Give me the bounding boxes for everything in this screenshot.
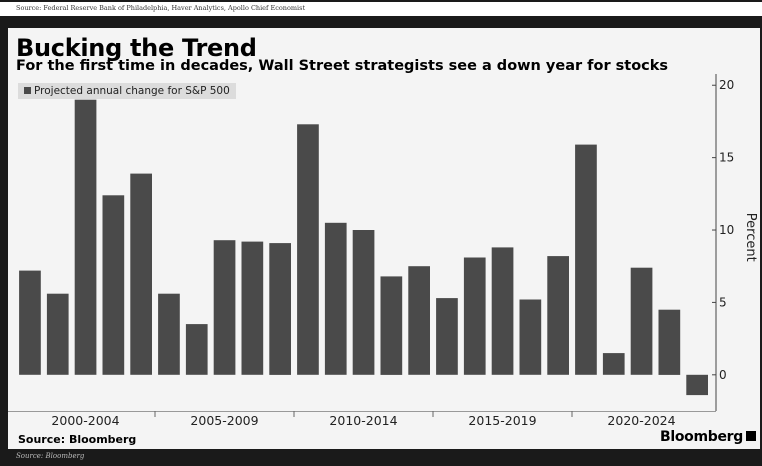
chart-title: Bucking the Trend xyxy=(16,34,257,62)
brand-name: Bloomberg xyxy=(659,429,743,445)
bar-2021 xyxy=(602,353,625,375)
x-group-label-2: 2010-2014 xyxy=(329,413,397,428)
bar-2015 xyxy=(436,298,458,375)
bar-2013 xyxy=(380,276,403,375)
x-group-label-0: 2000-2004 xyxy=(51,413,119,428)
y-axis-title: Percent xyxy=(743,213,758,262)
y-tick-label-10: 10 xyxy=(719,223,734,237)
top-source-note: Source: Federal Reserve Bank of Philadel… xyxy=(0,2,762,16)
bar-2017 xyxy=(491,247,514,375)
bar-2012 xyxy=(352,230,375,375)
bar-2022 xyxy=(630,267,653,375)
bar-2000 xyxy=(19,270,41,375)
bar-2018 xyxy=(519,299,542,375)
y-tick-label-20: 20 xyxy=(719,78,734,92)
bar-2002 xyxy=(74,99,97,375)
chart-panel: Bucking the Trend For the first time in … xyxy=(8,28,760,449)
bar-2003 xyxy=(102,195,125,375)
footer-source: Source: Bloomberg xyxy=(18,433,137,446)
bar-2009 xyxy=(269,243,291,375)
y-tick-label-5: 5 xyxy=(719,295,727,309)
bar-2005 xyxy=(158,293,180,375)
bar-2008 xyxy=(241,241,264,375)
x-group-label-4: 2020-2024 xyxy=(607,413,675,428)
bar-2014 xyxy=(408,266,430,375)
legend-swatch xyxy=(24,86,31,94)
bar-2016 xyxy=(463,257,486,375)
x-group-label-1: 2005-2009 xyxy=(190,413,258,428)
bar-2023 xyxy=(658,309,681,375)
bar-2004 xyxy=(130,173,152,375)
bar-2019 xyxy=(547,256,569,375)
bar-2001 xyxy=(46,293,69,375)
chart-legend: Projected annual change for S&P 500 xyxy=(18,83,236,99)
chart-subtitle: For the first time in decades, Wall Stre… xyxy=(16,58,669,74)
bar-2020 xyxy=(575,144,597,375)
y-tick-label-15: 15 xyxy=(719,151,734,165)
bar-2011 xyxy=(324,222,347,375)
bar-2024 xyxy=(686,374,708,396)
legend-label: Projected annual change for S&P 500 xyxy=(34,85,230,97)
image-credit: Source: Bloomberg xyxy=(16,452,85,460)
y-tick-label-0: 0 xyxy=(719,368,727,382)
bar-2010 xyxy=(297,124,319,375)
bar-2006 xyxy=(185,324,208,375)
x-group-label-3: 2015-2019 xyxy=(468,413,536,428)
brand-mark-icon xyxy=(746,431,756,441)
bar-chart: 0 5 10 15 20 Percent 2000-2004 2005-2009 2010-20… xyxy=(8,74,758,428)
brand-logo: Bloomberg xyxy=(660,429,756,445)
bar-2007 xyxy=(213,240,236,375)
